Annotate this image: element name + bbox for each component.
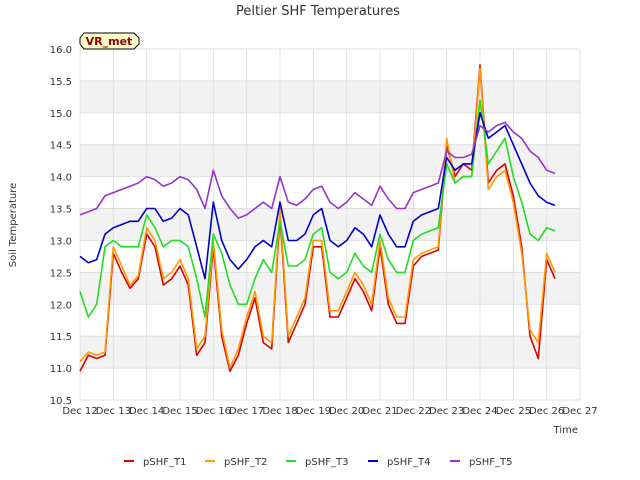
grid-band [80, 80, 580, 113]
x-tick-label: Dec 14 [129, 406, 164, 417]
y-tick-label: 12.5 [50, 268, 72, 279]
x-tick-label: Dec 12 [62, 406, 97, 417]
legend-label-pSHF_T4: pSHF_T4 [387, 457, 430, 468]
y-tick-label: 11.5 [50, 332, 72, 343]
chart-title: Peltier SHF Temperatures [236, 4, 400, 19]
x-axis-title: Time [553, 425, 578, 436]
x-tick-label: Dec 17 [229, 406, 264, 417]
x-tick-label: Dec 22 [396, 406, 431, 417]
x-tick-label: Dec 23 [429, 406, 464, 417]
series-lines [79, 64, 556, 373]
legend-label-pSHF_T1: pSHF_T1 [143, 457, 186, 468]
grid-band [80, 336, 580, 369]
y-tick-label: 14.0 [50, 173, 72, 184]
series-line-pSHF_T2 [79, 67, 556, 369]
y-tick-labels: 10.5 11.0 11.5 12.0 12.5 13.0 13.5 14.0 14.5 15.0… [50, 45, 72, 407]
legend-label-pSHF_T3: pSHF_T3 [305, 457, 348, 468]
y-tick-label: 11.0 [50, 364, 72, 375]
x-tick-label: Dec 24 [462, 406, 497, 417]
x-tick-label: Dec 26 [529, 406, 564, 417]
y-axis-title: Soil Temperature [8, 183, 19, 268]
x-tick-label: Dec 19 [296, 406, 331, 417]
y-tick-label: 16.0 [50, 45, 72, 56]
y-tick-label: 14.5 [50, 141, 72, 152]
y-tick-label: 10.5 [50, 396, 72, 407]
y-tick-label: 13.5 [50, 205, 72, 216]
grid-band [80, 272, 580, 305]
y-tick-label: 13.0 [50, 236, 72, 247]
legend-label-pSHF_T2: pSHF_T2 [224, 457, 267, 468]
site-badge-label: VR_met [86, 35, 133, 48]
x-tick-label: Dec 16 [196, 406, 231, 417]
x-tick-label: Dec 15 [162, 406, 197, 417]
series-line-pSHF_T5 [79, 121, 556, 219]
grid-band [80, 208, 580, 241]
x-tick-label: Dec 25 [496, 406, 531, 417]
y-tick-label: 15.5 [50, 77, 72, 88]
x-tick-label: Dec 13 [96, 406, 131, 417]
y-tick-label: 15.0 [50, 109, 72, 120]
grid-bands [80, 49, 580, 400]
x-tick-label: Dec 21 [362, 406, 397, 417]
legend: pSHF_T1 pSHF_T2 pSHF_T3 pSHF_T4 pSHF_T5 [124, 457, 512, 468]
site-badge-box [79, 32, 140, 50]
y-tick-label: 12.0 [50, 300, 72, 311]
x-tick-label: Dec 20 [329, 406, 364, 417]
x-tick-label: Dec 18 [262, 406, 297, 417]
site-badge: VR_met [79, 32, 140, 50]
x-tick-label: Dec 27 [562, 406, 597, 417]
legend-label-pSHF_T5: pSHF_T5 [469, 457, 512, 468]
